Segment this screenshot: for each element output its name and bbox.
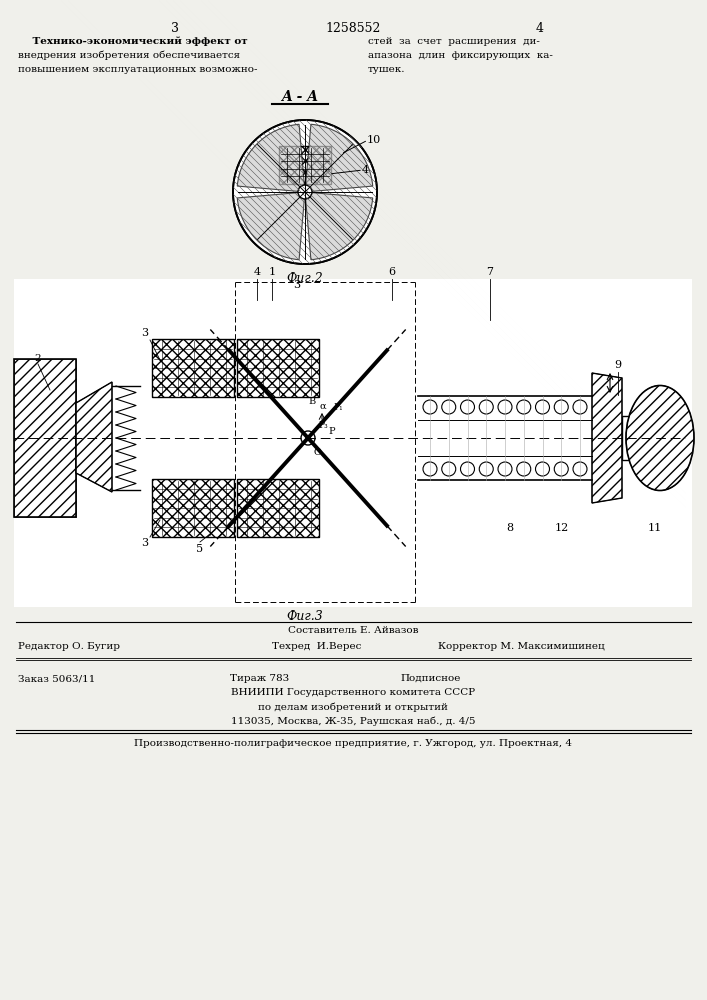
Text: 7: 7 — [486, 267, 493, 277]
Text: A - A: A - A — [281, 90, 318, 104]
Circle shape — [535, 462, 549, 476]
Wedge shape — [238, 124, 305, 192]
Text: 3: 3 — [293, 280, 300, 290]
Circle shape — [535, 400, 549, 414]
Circle shape — [498, 400, 512, 414]
Circle shape — [460, 462, 474, 476]
Text: 8: 8 — [506, 523, 513, 533]
Bar — [14, 359, 76, 517]
Text: 4: 4 — [362, 165, 369, 175]
Bar — [14, 359, 76, 517]
Circle shape — [298, 185, 312, 199]
Bar — [152, 479, 234, 537]
Text: ВНИИПИ Государственного комитета СССР: ВНИИПИ Государственного комитета СССР — [231, 688, 475, 697]
Circle shape — [423, 400, 437, 414]
Polygon shape — [592, 373, 622, 503]
Circle shape — [479, 400, 493, 414]
Circle shape — [517, 400, 531, 414]
Text: Подписное: Подписное — [400, 674, 460, 683]
Wedge shape — [238, 192, 305, 260]
Bar — [279, 146, 331, 184]
Bar — [237, 479, 319, 537]
Circle shape — [517, 462, 531, 476]
Text: апазона  длин  фиксирующих  ка-: апазона длин фиксирующих ка- — [368, 51, 553, 60]
Circle shape — [442, 462, 456, 476]
Bar — [622, 416, 640, 460]
Ellipse shape — [626, 385, 694, 490]
Text: Корректор М. Максимишинец: Корректор М. Максимишинец — [438, 642, 604, 651]
Wedge shape — [305, 192, 373, 260]
Circle shape — [554, 462, 568, 476]
Text: стей  за  счет  расширения  ди-: стей за счет расширения ди- — [368, 37, 540, 46]
Text: 9: 9 — [614, 360, 621, 370]
Text: 10: 10 — [367, 135, 381, 145]
Text: тушек.: тушек. — [368, 65, 406, 74]
Wedge shape — [305, 124, 373, 192]
Text: O: O — [314, 448, 322, 457]
Text: Тираж 783: Тираж 783 — [230, 674, 289, 683]
Text: Редактор О. Бугир: Редактор О. Бугир — [18, 642, 120, 651]
Circle shape — [442, 400, 456, 414]
Circle shape — [554, 400, 568, 414]
Text: Техред  И.Верес: Техред И.Верес — [272, 642, 361, 651]
Circle shape — [573, 462, 587, 476]
Text: 5: 5 — [197, 544, 204, 554]
Polygon shape — [233, 120, 377, 264]
Bar — [237, 479, 319, 537]
Text: 113035, Москва, Ж-35, Раушская наб., д. 4/5: 113035, Москва, Ж-35, Раушская наб., д. … — [230, 716, 475, 726]
Text: 1258552: 1258552 — [325, 22, 380, 35]
Text: по делам изобретений и открытий: по делам изобретений и открытий — [258, 702, 448, 712]
Text: Заказ 5063/11: Заказ 5063/11 — [18, 674, 95, 683]
Text: 6: 6 — [388, 267, 395, 277]
Polygon shape — [76, 382, 112, 492]
Text: P₃: P₃ — [318, 420, 328, 430]
Circle shape — [479, 462, 493, 476]
Bar — [152, 479, 234, 537]
Text: P₁: P₁ — [333, 403, 343, 412]
Text: 4: 4 — [536, 22, 544, 35]
Text: 11: 11 — [648, 523, 662, 533]
Bar — [152, 339, 234, 397]
Text: 4: 4 — [253, 267, 261, 277]
Text: α: α — [320, 401, 327, 410]
Text: 3: 3 — [141, 328, 148, 338]
Bar — [279, 146, 331, 184]
Text: 1: 1 — [269, 267, 276, 277]
Text: 12: 12 — [555, 523, 569, 533]
Text: 2: 2 — [35, 354, 41, 363]
Bar — [152, 339, 234, 397]
Text: Фиг.3: Фиг.3 — [286, 610, 323, 623]
Text: внедрения изобретения обеспечивается: внедрения изобретения обеспечивается — [18, 51, 240, 60]
Circle shape — [301, 431, 315, 445]
Circle shape — [460, 400, 474, 414]
Text: 3: 3 — [171, 22, 179, 35]
Circle shape — [498, 462, 512, 476]
Bar — [237, 339, 319, 397]
Text: B: B — [309, 397, 316, 406]
Text: Технико-экономический эффект от: Технико-экономический эффект от — [18, 37, 247, 46]
Text: Производственно-полиграфическое предприятие, г. Ужгород, ул. Проектная, 4: Производственно-полиграфическое предприя… — [134, 739, 572, 748]
Text: P: P — [328, 428, 334, 436]
Circle shape — [423, 462, 437, 476]
Text: Составитель Е. Айвазов: Составитель Е. Айвазов — [288, 626, 419, 635]
Bar — [14, 279, 692, 607]
Text: 3: 3 — [141, 538, 148, 548]
Text: повышением эксплуатационных возможно-: повышением эксплуатационных возможно- — [18, 65, 257, 74]
Circle shape — [573, 400, 587, 414]
Text: Фиг.2: Фиг.2 — [286, 272, 323, 285]
Bar — [237, 339, 319, 397]
